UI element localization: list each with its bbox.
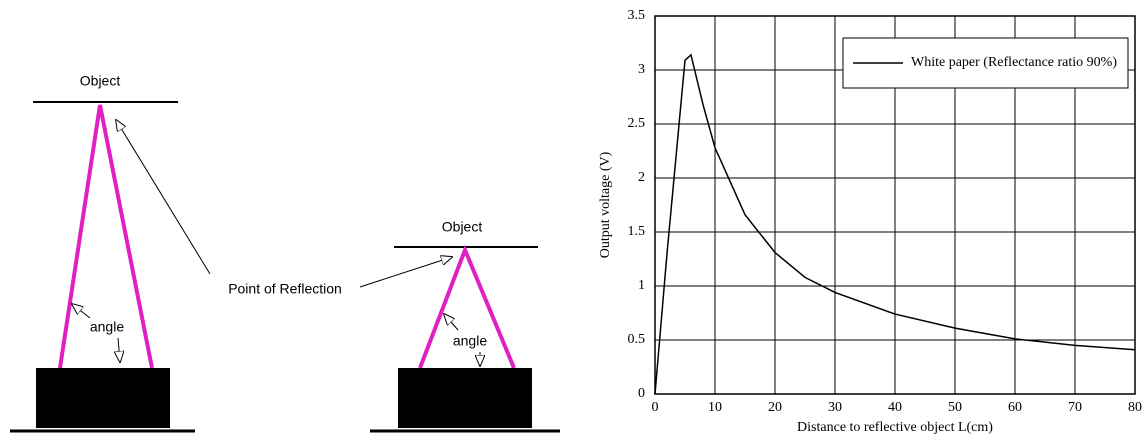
angle-arrow — [444, 314, 459, 331]
y-axis-label: Output voltage (V) — [598, 151, 613, 258]
x-tick-label: 70 — [1068, 400, 1082, 415]
x-tick-label: 0 — [652, 400, 659, 415]
angle-label: angle — [453, 333, 487, 349]
x-tick-label: 20 — [768, 400, 782, 415]
x-tick-label: 10 — [708, 400, 722, 415]
y-tick-label: 1 — [638, 278, 645, 293]
y-tick-label: 3 — [638, 62, 645, 77]
plot-frame — [654, 15, 1136, 395]
point-of-reflection-label: Point of Reflection — [228, 281, 342, 297]
angle-label: angle — [90, 319, 124, 335]
y-tick-label: 1.5 — [628, 224, 646, 239]
y-tick-label: 3.5 — [628, 8, 646, 23]
x-tick-label: 50 — [948, 400, 962, 415]
series-line — [654, 53, 1136, 395]
y-tick-label: 2.5 — [628, 116, 646, 131]
sensor — [36, 368, 170, 428]
y-tick-label: 0.5 — [628, 332, 646, 347]
angle-arrow — [118, 337, 120, 362]
angle-arrow — [72, 304, 91, 319]
reflection-arrow — [359, 257, 452, 288]
x-tick-label: 60 — [1008, 400, 1022, 415]
diagram: Object angle Object angle Point of Refle… — [10, 73, 560, 433]
chart: 0 0.5 1 1.5 2 2.5 3 3.5 0 10 20 30 40 50 60 70 80 Distanc… — [598, 8, 1142, 435]
object-label: Object — [80, 73, 121, 89]
y-tick-label: 0 — [638, 386, 645, 401]
y-tick-label: 2 — [638, 170, 645, 185]
sensor — [398, 368, 532, 428]
x-tick-label: 80 — [1128, 400, 1142, 415]
object-label: Object — [442, 219, 483, 235]
reflection-arrow — [116, 120, 211, 275]
beam — [58, 104, 154, 369]
x-tick-label: 40 — [888, 400, 902, 415]
x-axis-label: Distance to reflective object L(cm) — [797, 420, 993, 435]
legend-label: White paper (Reflectance ratio 90%) — [911, 55, 1117, 70]
beam — [418, 244, 516, 369]
x-tick-label: 30 — [828, 400, 842, 415]
